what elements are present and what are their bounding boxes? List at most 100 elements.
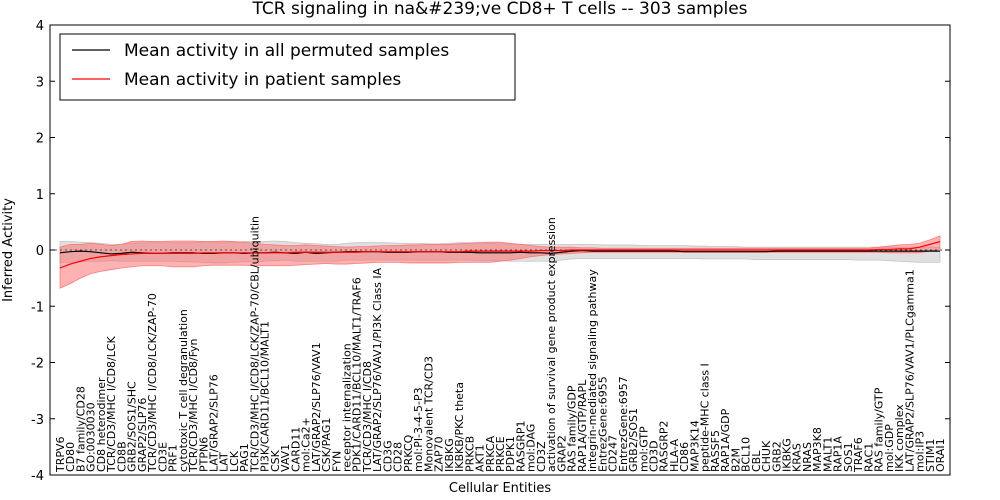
- entity-label: CARD11: [289, 427, 302, 472]
- entity-label: RASGRP1: [514, 420, 527, 472]
- entity-label: mol:GDP: [883, 424, 896, 472]
- entity-label: ZAP70: [433, 436, 446, 472]
- entity-label: PI3K/CARD11/BCL10/MALT1: [259, 321, 272, 472]
- entity-label: AKT1: [474, 444, 487, 472]
- entity-label: PTPN6: [197, 437, 210, 472]
- entity-label: RAS family/GDP: [566, 385, 579, 472]
- entity-label: IKBKG: [781, 438, 794, 472]
- entity-label: GRB2: [770, 441, 783, 472]
- entity-label: RAP1A/GTP/RAPL: [576, 379, 589, 472]
- entity-label: RASSF5: [709, 430, 722, 472]
- confidence-bands: [59, 235, 941, 289]
- entity-label: GO:0030030: [85, 402, 98, 472]
- entity-label: mol:GTP: [637, 426, 650, 472]
- entity-label: B7 family/CD28: [74, 386, 87, 472]
- entity-label: RAP1A/GDP: [719, 408, 732, 472]
- entity-label: GRB2/SOS1/SHC: [126, 381, 139, 472]
- entity-label: activation of survival gene product expr…: [545, 217, 558, 472]
- entity-label: PRF1: [167, 444, 180, 472]
- y-tick-label: 0: [36, 244, 44, 259]
- patient-mean-line: [59, 240, 941, 269]
- entity-label: PDPK1: [504, 436, 517, 472]
- entity-label: CD8B: [115, 441, 128, 472]
- chart-title: TCR signaling in na&#239;ve CD8+ T cells…: [251, 0, 747, 19]
- entity-label: mol:DAG: [525, 424, 538, 472]
- entity-label: TCR/CD3/MHC I/CD8/LCK: [105, 335, 118, 473]
- entity-label: MALT1: [821, 437, 834, 472]
- entity-label: CD8 heterodimer: [95, 377, 108, 472]
- entity-label: CD3Z: [535, 441, 548, 472]
- entity-label: VAV1: [279, 444, 292, 472]
- y-axis-ticks: -4 -3 -2 -1 0 1 2 3 4: [31, 19, 950, 484]
- legend-box: [59, 33, 516, 101]
- entity-label: TCR/CD3/MHC I/CD8: [361, 361, 374, 473]
- entity-label: IKBKG: [443, 438, 456, 472]
- y-tick-label: 3: [36, 75, 44, 90]
- y-tick-label: -4: [31, 469, 44, 484]
- entity-label: CBL: [750, 450, 763, 472]
- entity-label: PAG1: [238, 443, 251, 472]
- entity-label: EntrezGene:6955: [596, 376, 609, 472]
- entity-label: ORAI1: [934, 438, 947, 472]
- entity-label: TCR/CD3/MHC I/CD8/LCK/ZAP-70/CBL/ubiquit…: [248, 216, 261, 473]
- entity-label: LAT/GRAP2/SLP76: [207, 374, 220, 472]
- y-tick-label: 1: [36, 188, 44, 203]
- entity-label: STIM1: [924, 439, 937, 472]
- entity-label: PRKCB: [463, 436, 476, 472]
- legend-label-patient: Mean activity in patient samples: [124, 70, 401, 90]
- entity-label: RAS family/GTP: [873, 387, 886, 472]
- entity-label: LAT/GRAP2/SLP76/VAV1/PLCgamma1: [903, 269, 916, 472]
- entity-label: RASGRP2: [658, 420, 671, 472]
- y-axis-label: Inferred Activity: [1, 198, 16, 302]
- entity-label: GRB2/SOS1: [627, 408, 640, 472]
- entity-label: CSK/PAG1: [320, 418, 333, 472]
- entity-label: LAT/GRAP2/SLP76/VAV1: [310, 342, 323, 472]
- entity-label: GRAP2/SLP76: [136, 398, 149, 472]
- entity-label: CD28: [392, 442, 405, 472]
- patient-band: [59, 235, 941, 289]
- entity-label: FYN: [330, 451, 343, 472]
- y-tick-label: 2: [36, 132, 44, 147]
- entity-label: Monovalent TCR/CD3: [422, 356, 435, 472]
- entity-label: RAP1A: [832, 436, 845, 472]
- entity-label: MAP3K8: [811, 427, 824, 472]
- entity-label: TCR/CD3/MHC I/CD8/LCK/ZAP-70: [146, 293, 159, 473]
- entity-label: mol:IP3: [914, 431, 927, 472]
- entity-label: TCR/CD3/MHC I/CD8/Fyn: [187, 338, 200, 473]
- x-axis-label: Cellular Entities: [449, 481, 551, 496]
- entity-label: CD3E: [156, 442, 169, 472]
- entity-label: IKBKB/PKC theta: [453, 382, 466, 472]
- entity-label: RAC1: [862, 443, 875, 472]
- entity-label: receptor internalization: [341, 343, 354, 472]
- entity-label: mol:Ca2+: [300, 417, 313, 472]
- entity-label: LCK: [228, 450, 241, 472]
- entity-label: integrin-mediated signaling pathway: [586, 269, 599, 472]
- entity-label: TRPV6: [54, 436, 67, 473]
- entity-label: B2M: [729, 448, 742, 472]
- entity-label: CD80: [64, 442, 77, 472]
- entity-label: LAT: [218, 452, 231, 472]
- entity-label: PDK1/CARD11/BCL10/MALT1/TRAF6: [351, 277, 364, 472]
- entity-label: HLA-A: [668, 438, 681, 472]
- entity-label: CD3D: [647, 440, 660, 472]
- entity-label: peptide-MHC class I: [699, 363, 712, 472]
- entity-label: CHUK: [760, 440, 773, 472]
- entity-label: IKK complex: [893, 404, 906, 472]
- entity-label: BCL10: [740, 437, 753, 472]
- legend: Mean activity in all permuted samples Me…: [59, 33, 516, 101]
- entity-label: SOS1: [842, 442, 855, 472]
- entity-label: EntrezGene:6957: [617, 376, 630, 472]
- entity-label: KRAS: [791, 443, 804, 472]
- entity-label: PRKCE: [494, 436, 507, 472]
- entity-label: CSK: [269, 449, 282, 472]
- legend-label-permuted: Mean activity in all permuted samples: [124, 41, 449, 61]
- entity-label: GRAP2: [555, 435, 568, 472]
- y-tick-label: 4: [36, 19, 44, 34]
- entity-label: PRKCQ: [402, 434, 415, 472]
- entity-label: NRAS: [801, 442, 814, 472]
- entity-label: PRKCA: [484, 435, 497, 472]
- series-lines: [59, 240, 941, 269]
- plot-border: [49, 24, 951, 476]
